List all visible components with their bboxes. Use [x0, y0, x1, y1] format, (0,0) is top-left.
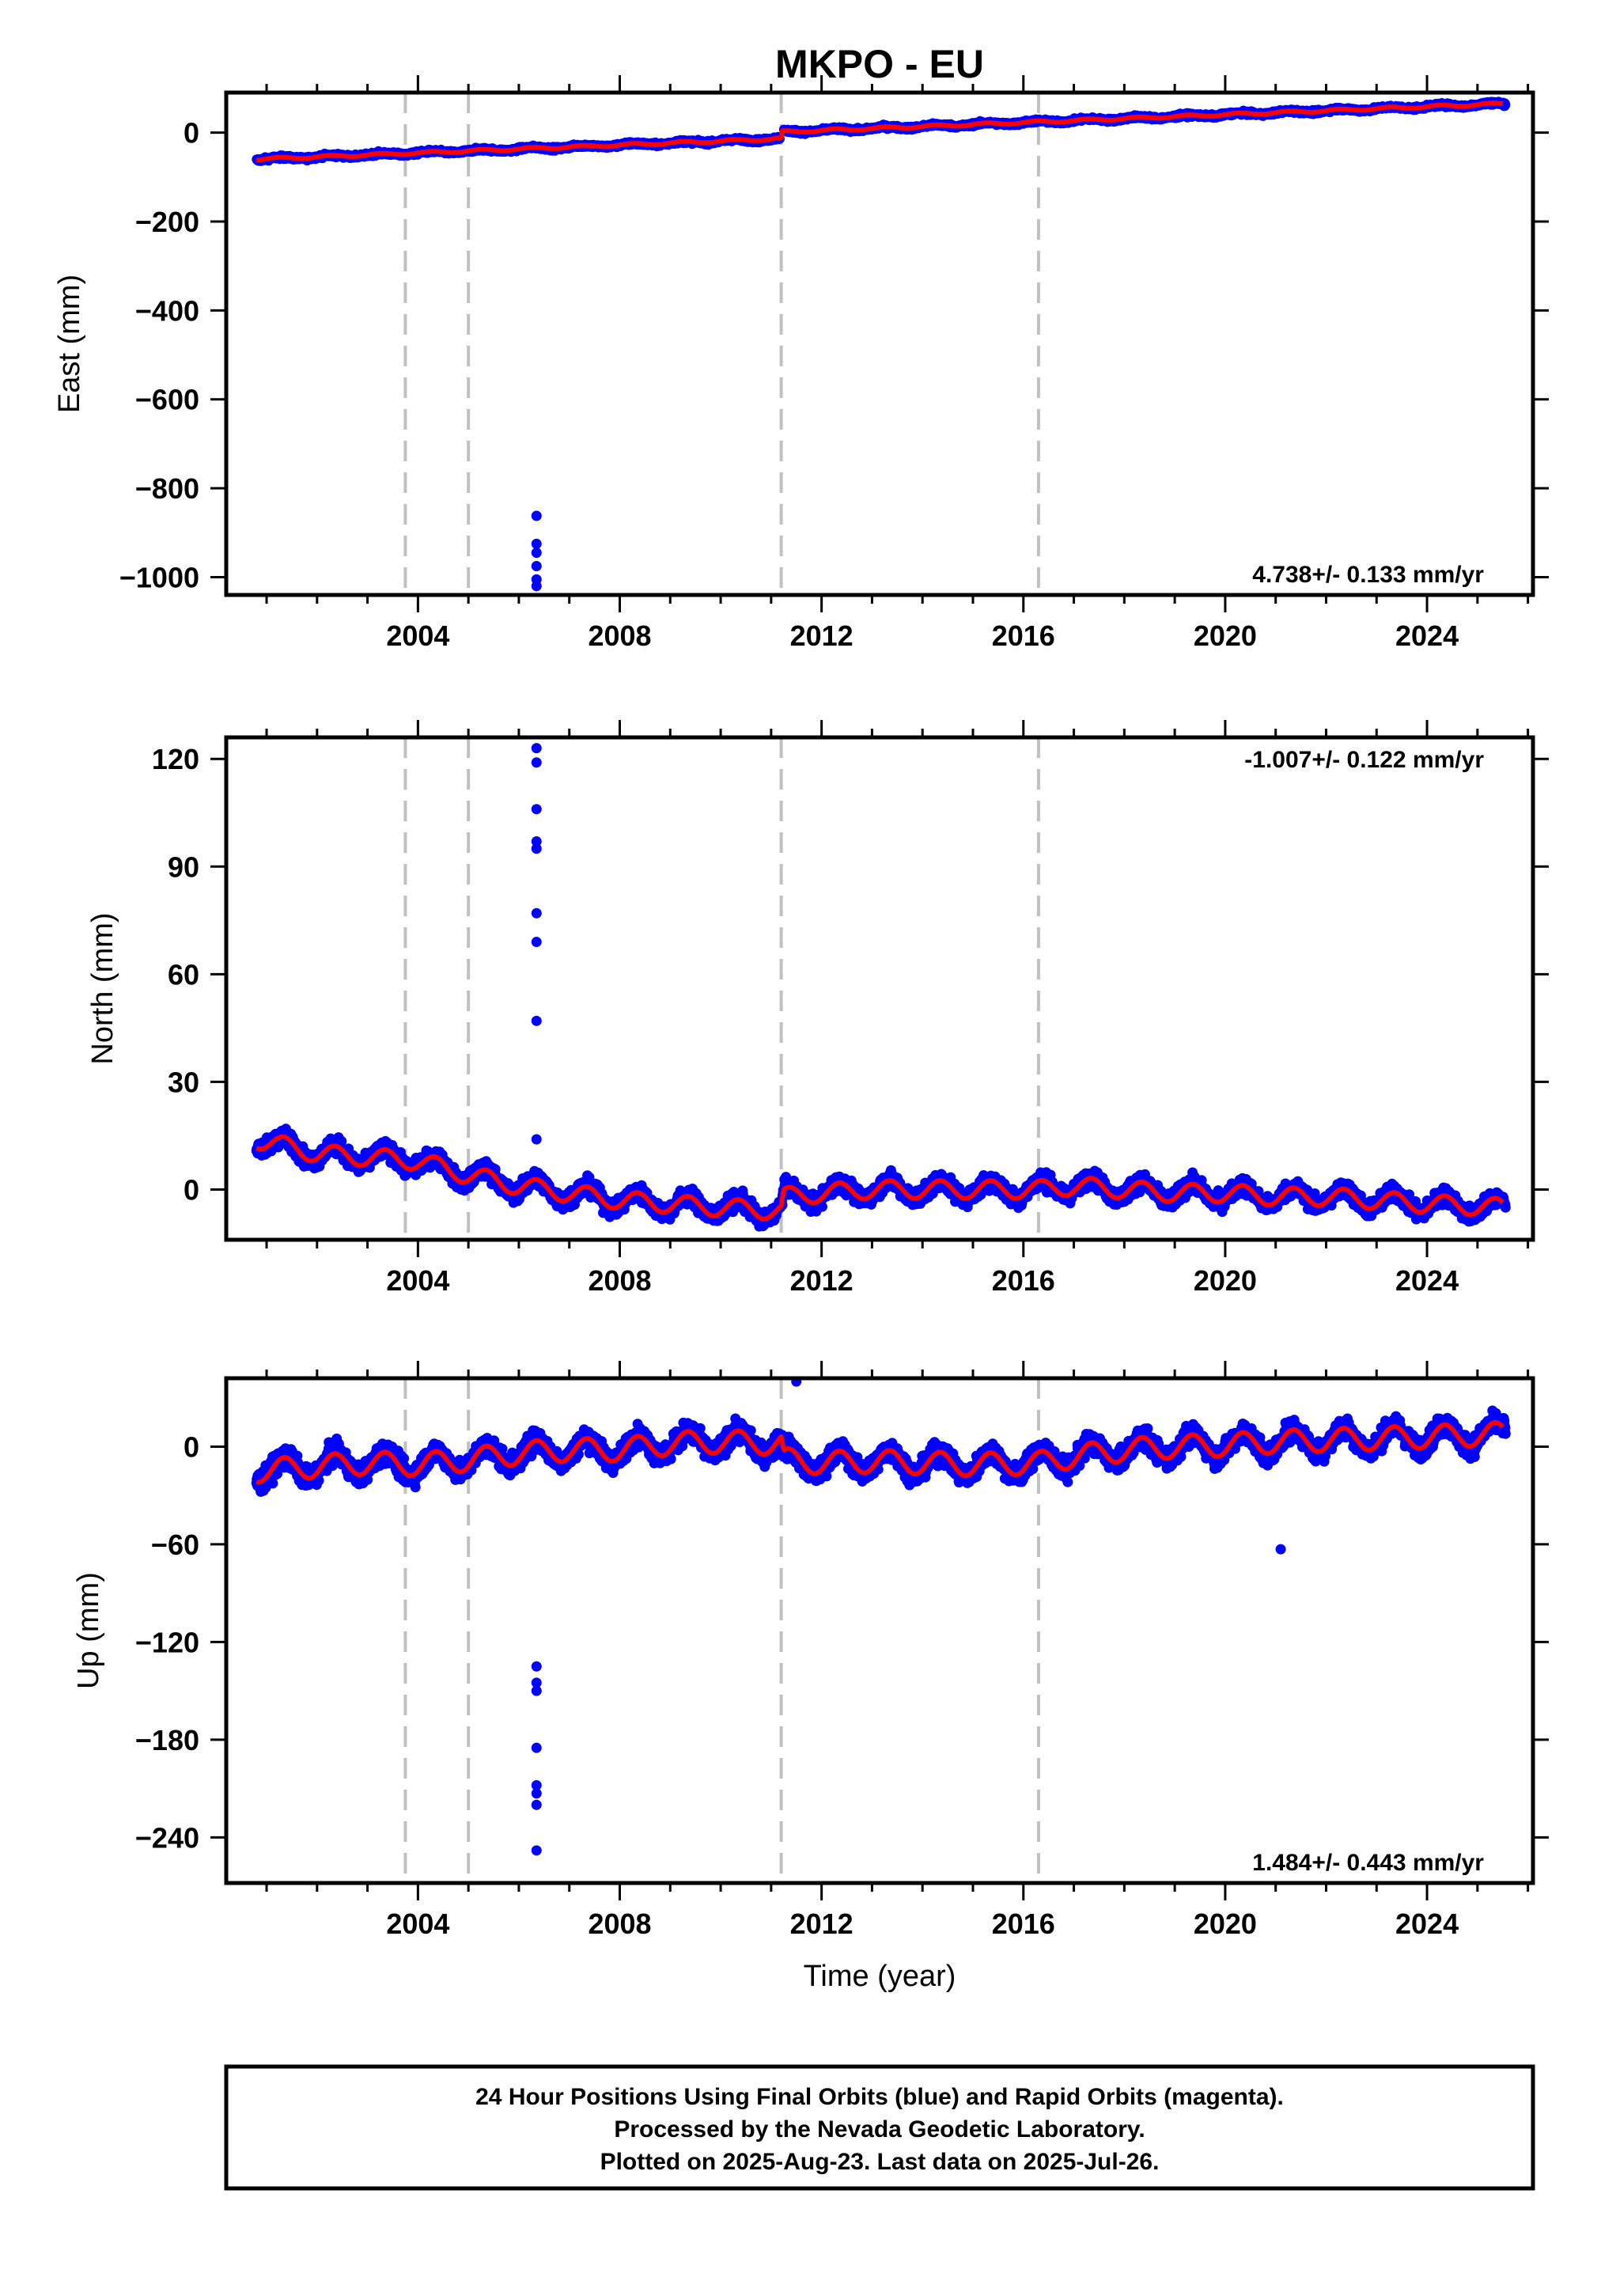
y-tick-label: −200: [135, 206, 199, 238]
page-title: MKPO - EU: [775, 42, 984, 86]
rate-label: 4.738+/- 0.133 mm/yr: [1252, 562, 1484, 588]
outlier-point: [531, 510, 542, 521]
y-tick-label: −600: [135, 384, 199, 416]
plot-frame: [224, 90, 1535, 597]
y-tick-label: −400: [135, 294, 199, 327]
outlier-point: [531, 538, 542, 549]
north-panel: 2004 2008 2012 2016 2020 20240306090120North …: [86, 720, 1549, 1297]
y-tick-label: −800: [135, 472, 199, 505]
east-panel: 2004 2008 2012 2016 2020 2024 0 −200 −400 −600 −80…: [53, 75, 1549, 652]
x-tick-label: 2012: [790, 619, 853, 652]
x-tick-label: 2016: [992, 619, 1055, 652]
outlier-point: [531, 547, 542, 559]
y-tick-label: −1000: [119, 562, 199, 594]
y-axis-label: East (mm): [53, 275, 86, 413]
daily-positions: [252, 97, 1511, 592]
x-tick-label: 2020: [1194, 619, 1257, 652]
outlier-point: [531, 560, 542, 571]
outlier-point: [531, 581, 542, 592]
y-tick-label: 0: [184, 117, 199, 150]
x-tick-label: 2024: [1395, 619, 1459, 652]
x-tick-label: 2008: [588, 619, 651, 652]
x-tick-label: 2004: [386, 619, 449, 652]
